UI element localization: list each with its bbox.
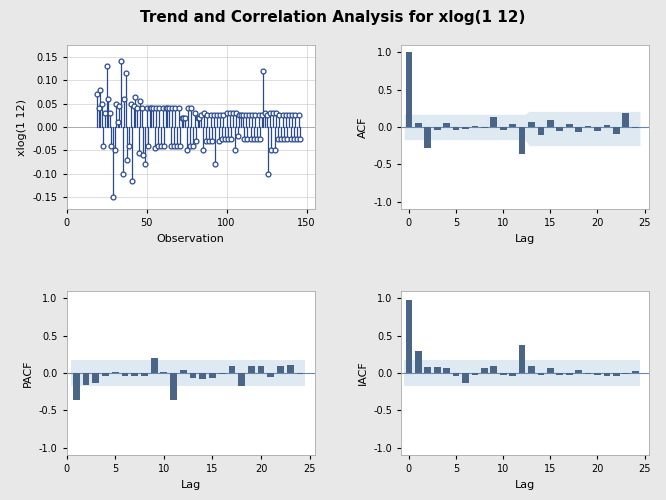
- Bar: [623, 113, 629, 127]
- Bar: [613, 127, 619, 134]
- Bar: [444, 124, 450, 127]
- Bar: [131, 373, 138, 376]
- Bar: [519, 344, 525, 373]
- Bar: [500, 373, 507, 375]
- Bar: [83, 373, 89, 385]
- Bar: [415, 350, 422, 373]
- Bar: [594, 127, 601, 130]
- Bar: [424, 127, 431, 148]
- Bar: [528, 366, 535, 373]
- Bar: [632, 127, 639, 128]
- Bar: [500, 127, 507, 130]
- Bar: [481, 127, 488, 128]
- Bar: [613, 373, 619, 376]
- Bar: [238, 373, 245, 386]
- Bar: [121, 373, 129, 376]
- Bar: [557, 373, 563, 375]
- Bar: [462, 373, 469, 384]
- Bar: [406, 300, 412, 373]
- Bar: [528, 122, 535, 127]
- Bar: [453, 373, 460, 376]
- Bar: [623, 373, 629, 374]
- Bar: [190, 373, 196, 378]
- Bar: [519, 127, 525, 154]
- Bar: [199, 373, 206, 379]
- Bar: [472, 126, 478, 127]
- Bar: [547, 120, 553, 127]
- Bar: [453, 127, 460, 130]
- Y-axis label: IACF: IACF: [358, 360, 368, 386]
- Bar: [93, 373, 99, 384]
- Bar: [180, 370, 186, 373]
- Bar: [575, 370, 582, 373]
- Bar: [632, 371, 639, 373]
- Bar: [415, 124, 422, 127]
- Bar: [228, 366, 235, 373]
- Bar: [490, 116, 497, 127]
- Bar: [509, 373, 516, 376]
- X-axis label: Lag: Lag: [515, 234, 535, 243]
- Bar: [112, 372, 119, 373]
- Text: Trend and Correlation Analysis for xlog(1 12): Trend and Correlation Analysis for xlog(…: [141, 10, 525, 25]
- Bar: [481, 368, 488, 373]
- Bar: [472, 373, 478, 375]
- Bar: [566, 124, 573, 127]
- Bar: [248, 366, 255, 373]
- Bar: [73, 373, 80, 400]
- Bar: [434, 127, 440, 130]
- X-axis label: Observation: Observation: [157, 234, 224, 243]
- X-axis label: Lag: Lag: [515, 480, 535, 490]
- Bar: [406, 52, 412, 127]
- Bar: [151, 358, 158, 373]
- Bar: [296, 373, 304, 374]
- Y-axis label: xlog(1 12): xlog(1 12): [17, 98, 27, 156]
- Bar: [424, 367, 431, 373]
- X-axis label: Lag: Lag: [180, 480, 200, 490]
- Y-axis label: ACF: ACF: [358, 116, 368, 138]
- Bar: [102, 373, 109, 376]
- Y-axis label: PACF: PACF: [23, 359, 33, 387]
- Bar: [566, 373, 573, 375]
- Bar: [575, 127, 582, 132]
- Bar: [490, 366, 497, 373]
- Bar: [434, 367, 440, 373]
- Bar: [277, 366, 284, 373]
- Bar: [219, 373, 226, 374]
- Bar: [509, 124, 516, 127]
- Bar: [537, 127, 544, 135]
- Bar: [444, 368, 450, 373]
- Bar: [547, 368, 553, 373]
- Bar: [462, 127, 469, 129]
- Bar: [557, 127, 563, 132]
- Bar: [537, 373, 544, 375]
- Bar: [603, 125, 610, 127]
- Bar: [585, 373, 591, 374]
- Bar: [141, 373, 148, 376]
- Bar: [209, 373, 216, 378]
- Bar: [258, 366, 264, 373]
- Bar: [268, 373, 274, 376]
- Bar: [603, 373, 610, 376]
- Bar: [170, 373, 177, 400]
- Bar: [287, 365, 294, 373]
- Bar: [594, 373, 601, 375]
- Bar: [161, 372, 167, 373]
- Bar: [585, 126, 591, 127]
